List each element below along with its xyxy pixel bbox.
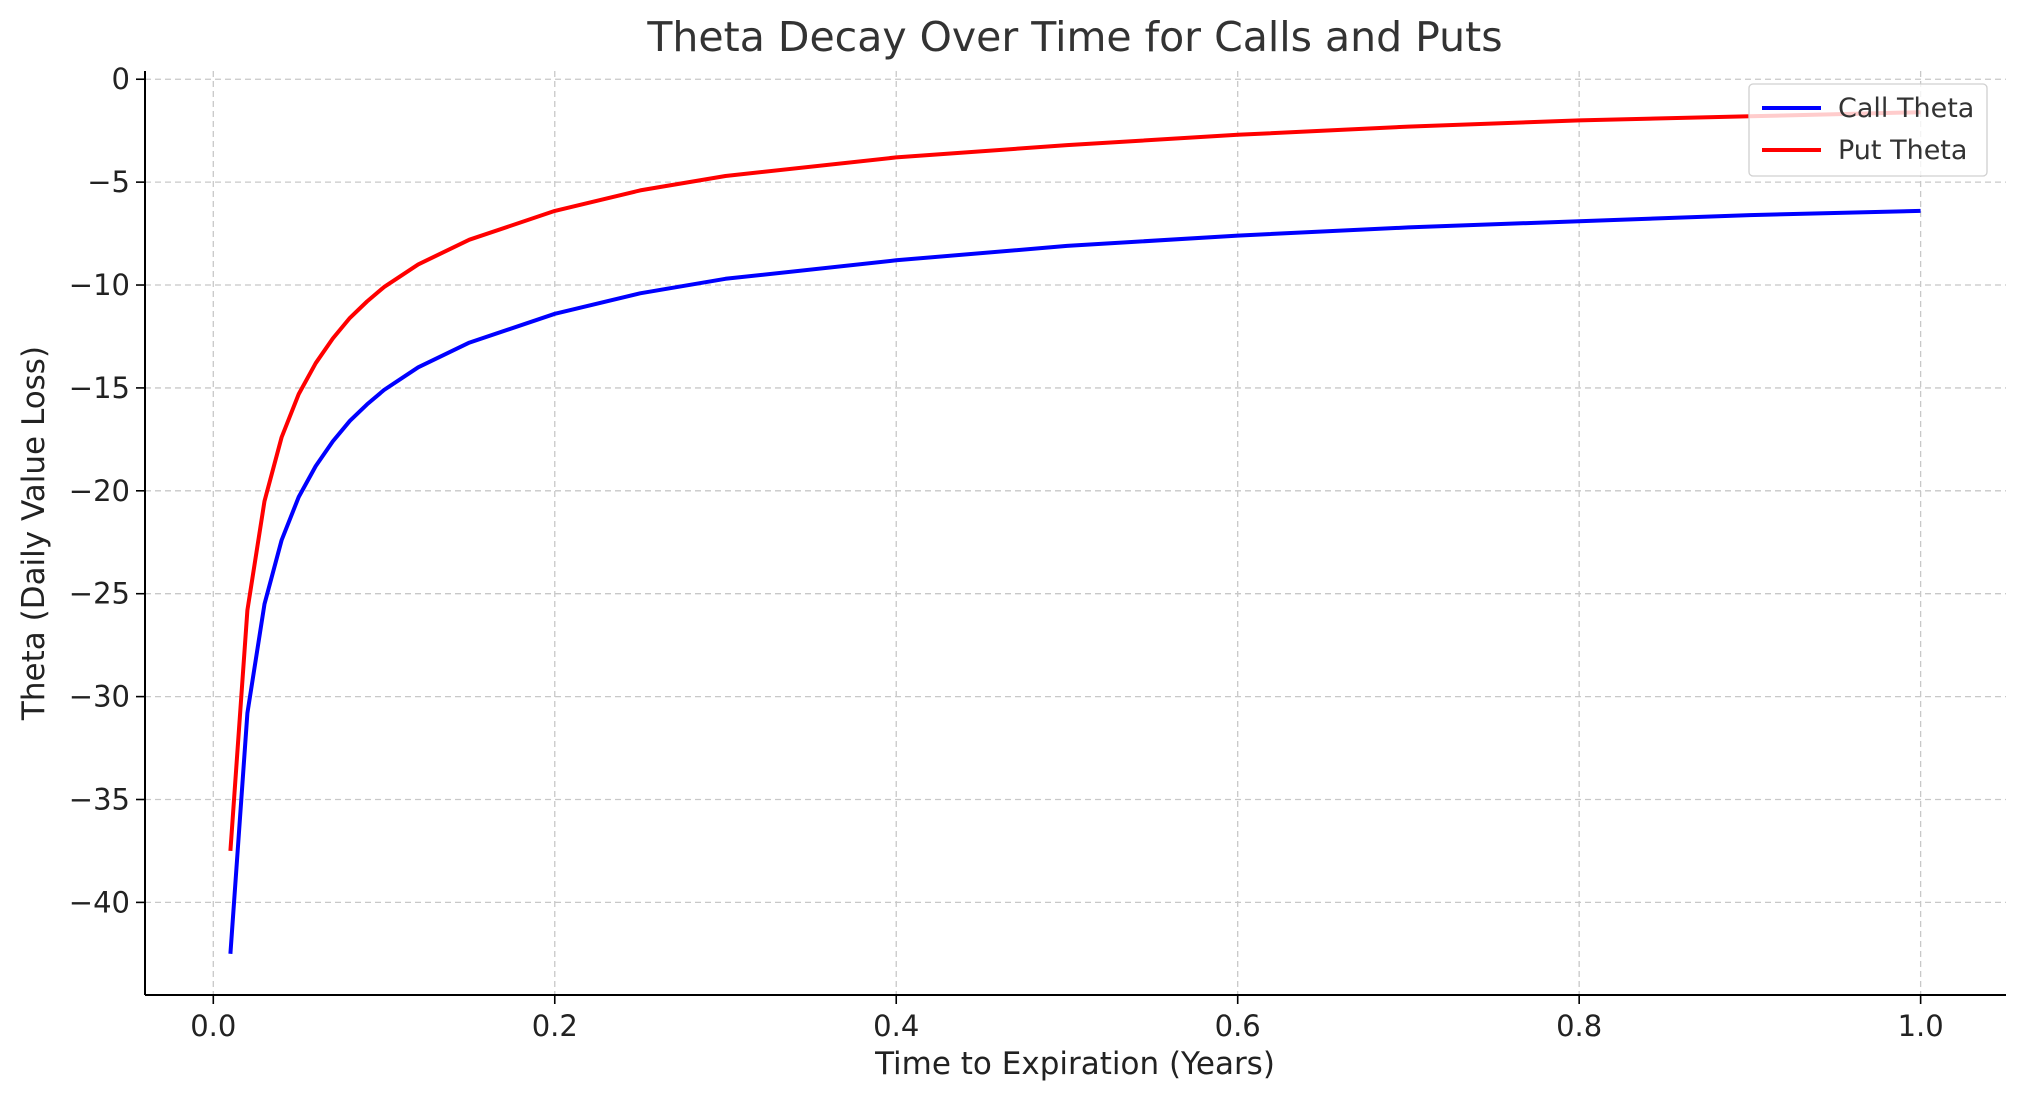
y-ticks: 0 −5 −10 −15 −20 −25 −30 −35 −40 [69,62,145,919]
y-tick-label: −40 [69,885,130,919]
y-tick-label: −30 [69,680,130,714]
x-tick-label: 0.6 [1215,1009,1261,1043]
legend: Call Theta Put Theta [1748,83,1988,177]
x-tick-label: 1.0 [1898,1009,1944,1043]
legend-label-put-theta: Put Theta [1838,135,1967,166]
y-tick-label: −35 [69,782,130,816]
series-lines [228,110,1921,954]
series-line-put-theta [228,110,1921,852]
series-line-call-theta [228,208,1921,954]
y-tick-label: −5 [87,165,130,199]
x-ticks: 0.0 0.2 0.4 0.6 0.8 1.0 [190,995,1944,1043]
y-tick-label: −25 [69,577,130,611]
y-tick-label: −15 [69,371,130,405]
x-tick-label: 0.4 [873,1009,919,1043]
y-tick-label: 0 [112,62,130,96]
legend-label-call-theta: Call Theta [1838,93,1974,124]
grid [145,71,2006,995]
chart-title: Theta Decay Over Time for Calls and Puts [646,13,1502,61]
x-tick-label: 0.2 [532,1009,578,1043]
y-tick-label: −10 [69,268,130,302]
y-axis-label: Theta (Daily Value Loss) [16,346,52,721]
x-axis-label: Time to Expiration (Years) [874,1046,1275,1082]
x-tick-label: 0.8 [1556,1009,1602,1043]
x-tick-label: 0.0 [190,1009,236,1043]
y-tick-label: −20 [69,474,130,508]
axes [144,71,2006,996]
